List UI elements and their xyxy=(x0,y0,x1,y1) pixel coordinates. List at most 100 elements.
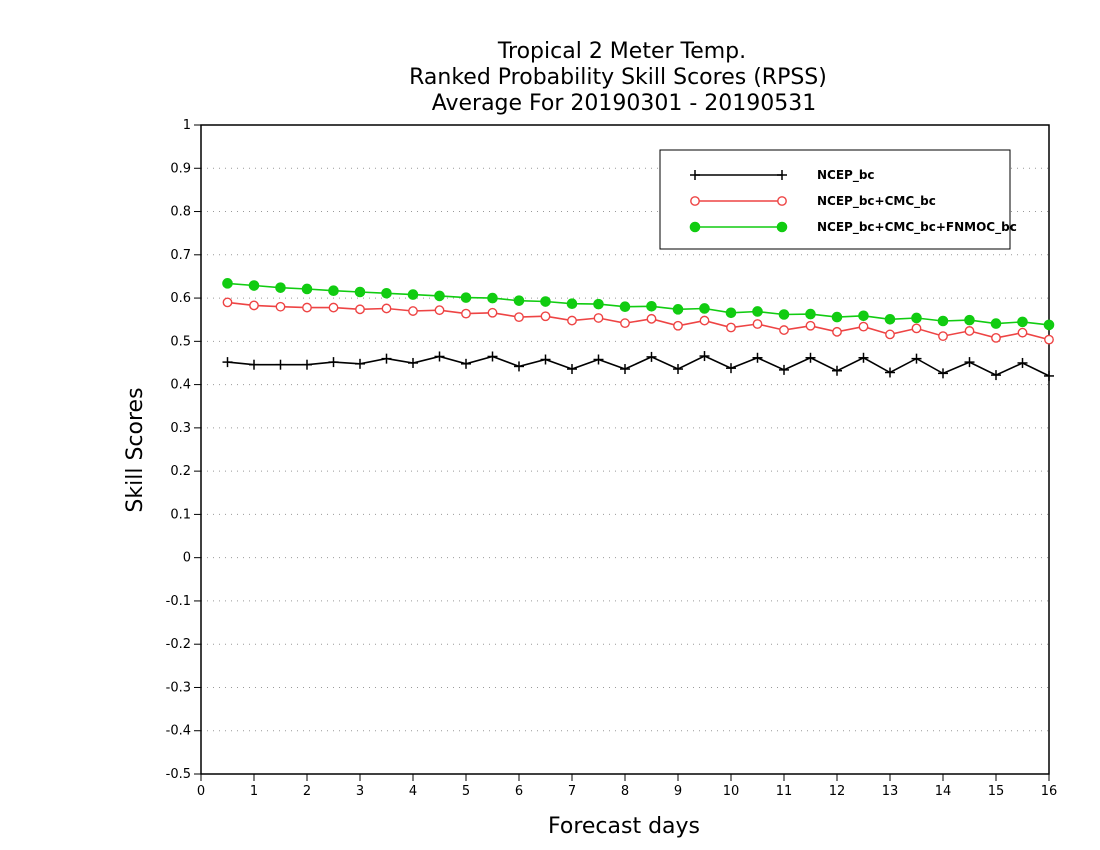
legend-item: NCEP_bc xyxy=(690,168,875,183)
data-point xyxy=(646,313,657,324)
legend: NCEP_bc NCEP_bc+CMC_bc NCEP_bc+CMC_bc+FNMO… xyxy=(659,149,1017,250)
data-point xyxy=(620,318,630,329)
data-point xyxy=(646,300,657,312)
data-point xyxy=(1017,327,1028,338)
x-tick-label: 0 xyxy=(197,784,205,799)
data-point xyxy=(461,358,471,369)
y-tick-label: 0.7 xyxy=(170,248,191,263)
data-point xyxy=(328,302,339,313)
legend-label: NCEP_bc+CMC_bc xyxy=(817,194,936,209)
data-point xyxy=(646,351,657,362)
data-point xyxy=(964,357,975,368)
data-point xyxy=(831,311,843,323)
y-tick-label: 0.8 xyxy=(170,205,191,220)
data-point xyxy=(991,332,1001,343)
data-point xyxy=(487,351,498,362)
data-point xyxy=(408,357,418,368)
data-point xyxy=(619,301,631,313)
series-line xyxy=(227,282,1050,326)
data-point xyxy=(222,278,233,289)
data-point xyxy=(689,221,701,233)
data-point xyxy=(778,309,790,320)
data-point xyxy=(777,196,787,206)
data-point xyxy=(222,297,233,308)
data-point xyxy=(275,301,286,312)
x-tick-label: 3 xyxy=(356,784,364,799)
data-point xyxy=(964,326,975,336)
x-tick-label: 1 xyxy=(250,784,258,799)
data-point xyxy=(355,304,365,315)
data-point xyxy=(434,290,445,302)
data-point xyxy=(964,314,975,326)
data-point xyxy=(858,321,869,332)
data-point xyxy=(885,367,895,378)
data-point xyxy=(1043,319,1055,331)
data-point xyxy=(938,368,948,379)
data-point xyxy=(911,323,922,334)
data-point xyxy=(381,288,392,299)
data-point xyxy=(514,312,524,323)
data-point xyxy=(726,322,736,333)
data-point xyxy=(249,300,259,311)
data-point xyxy=(858,352,869,363)
y-tick-label: 0.4 xyxy=(170,378,191,393)
legend-item: NCEP_bc+CMC_bc+FNMOC_bc xyxy=(689,220,1017,235)
x-tick-label: 10 xyxy=(723,784,740,799)
y-tick-label: 0 xyxy=(183,551,191,566)
data-point xyxy=(620,364,630,375)
data-point xyxy=(381,353,392,364)
title-line-2: Ranked Probability Skill Scores (RPSS) xyxy=(409,65,827,90)
y-tick-label: -0.4 xyxy=(166,724,191,739)
data-point xyxy=(487,307,498,318)
data-point xyxy=(540,354,551,365)
y-tick-label: -0.5 xyxy=(166,767,191,782)
data-series xyxy=(222,278,1055,381)
data-point xyxy=(776,221,788,233)
x-tick-label: 12 xyxy=(829,784,846,799)
x-tick-label: 6 xyxy=(515,784,523,799)
data-point xyxy=(990,318,1002,329)
data-point xyxy=(699,351,710,362)
data-point xyxy=(805,352,816,363)
data-point xyxy=(779,364,789,375)
data-point xyxy=(1044,334,1054,345)
data-point xyxy=(832,365,842,376)
data-point xyxy=(752,319,763,329)
data-point xyxy=(593,354,604,365)
y-tick-label: 0.6 xyxy=(170,291,191,306)
data-point xyxy=(249,359,259,370)
data-point xyxy=(858,310,869,322)
data-point xyxy=(540,311,551,322)
data-point xyxy=(354,286,366,298)
data-point xyxy=(434,351,445,362)
series-2 xyxy=(222,297,1054,345)
data-point xyxy=(514,361,524,372)
y-axis-ticks: -0.5 -0.4 -0.3 -0.2 -0.1 0 0.1 0.2 0.3 0.4 0.5 0.6 0… xyxy=(166,118,201,782)
y-tick-label: -0.3 xyxy=(166,680,191,695)
data-point xyxy=(699,303,710,314)
x-tick-label: 9 xyxy=(674,784,682,799)
chart-title: Tropical 2 Meter Temp. Ranked Probabilit… xyxy=(409,39,827,116)
data-point xyxy=(673,320,683,331)
y-axis-title: Skill Scores xyxy=(123,387,148,512)
data-point xyxy=(407,289,419,300)
data-point xyxy=(752,352,763,363)
data-point xyxy=(884,313,896,325)
series-1 xyxy=(222,351,1054,381)
data-point xyxy=(938,331,948,342)
x-tick-label: 4 xyxy=(409,784,417,799)
data-point xyxy=(460,292,472,303)
data-point xyxy=(593,298,604,310)
data-point xyxy=(805,308,816,320)
data-point xyxy=(699,315,710,326)
y-tick-label: 0.1 xyxy=(170,507,191,522)
data-point xyxy=(540,296,551,307)
data-point xyxy=(248,280,260,291)
data-point xyxy=(302,359,312,370)
data-point xyxy=(777,170,787,180)
data-point xyxy=(355,358,365,369)
data-point xyxy=(513,295,525,306)
y-tick-label: 0.2 xyxy=(170,464,191,479)
data-point xyxy=(1017,316,1028,328)
x-tick-label: 13 xyxy=(882,784,899,799)
